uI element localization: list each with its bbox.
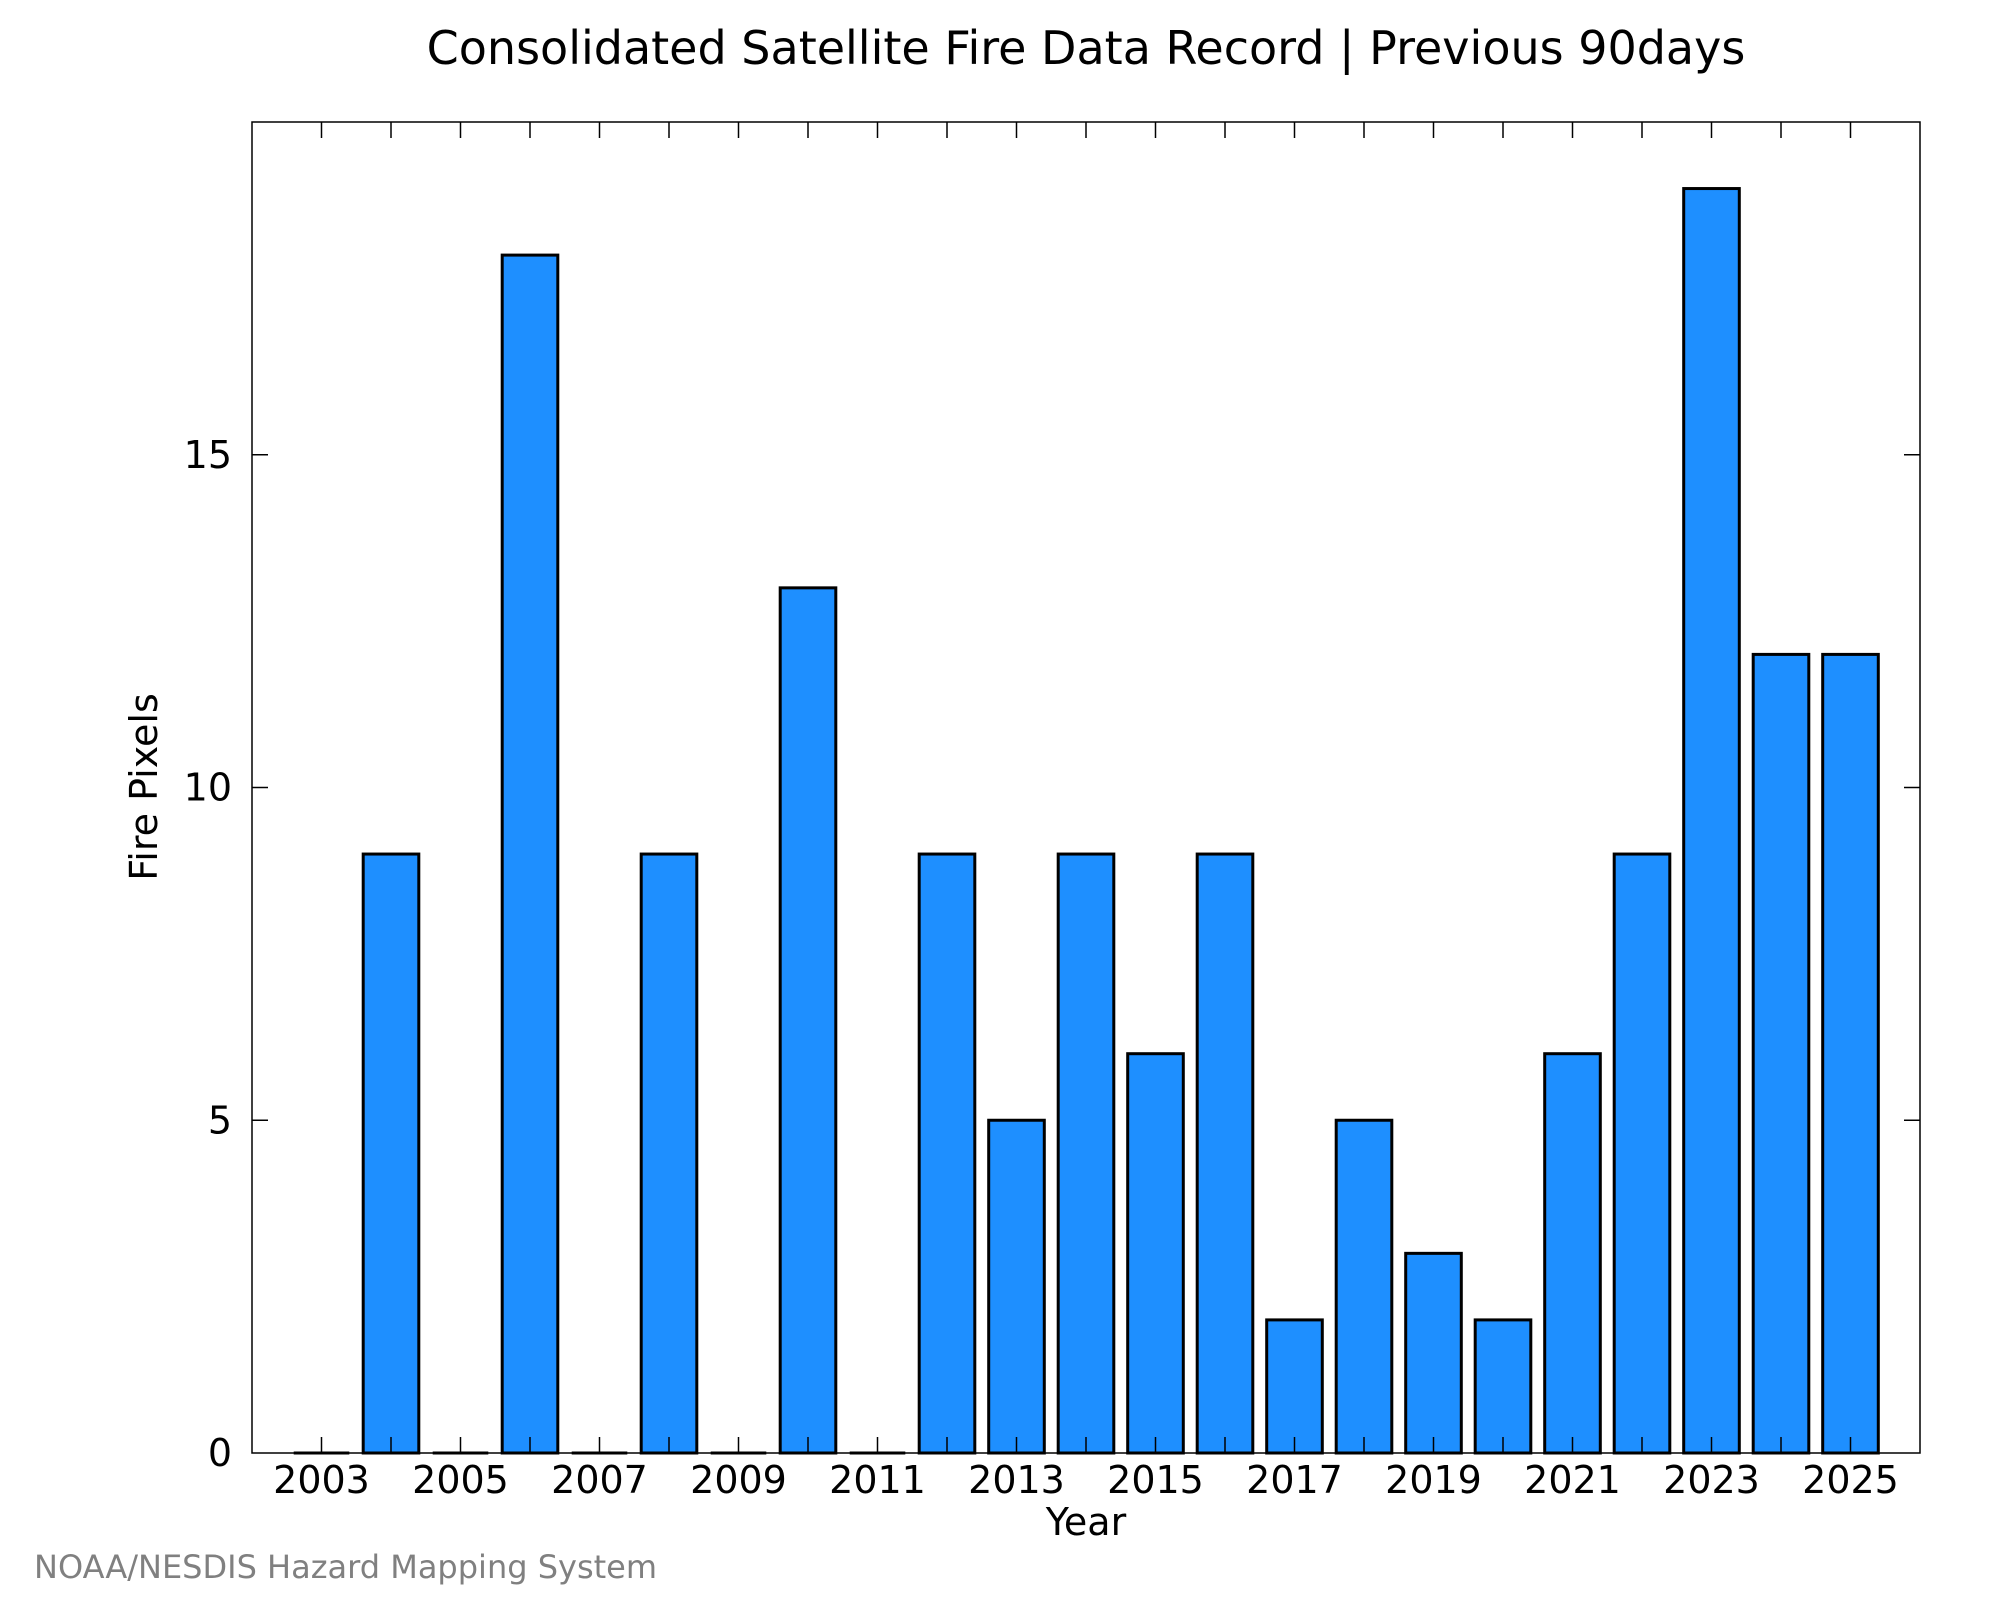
bar-2019 (1404, 1251, 1463, 1455)
bar-2012 (917, 852, 977, 1455)
bar-2008 (639, 852, 699, 1455)
x-tick-label-2011: 2011 (829, 1458, 926, 1502)
bar-2006 (500, 253, 560, 1455)
y-tick-label-15: 15 (184, 433, 232, 477)
bar-2004 (361, 852, 421, 1455)
bar-2018 (1334, 1118, 1394, 1455)
bar-2023 (1682, 187, 1741, 1455)
x-tick-label-2009: 2009 (690, 1458, 787, 1502)
axis-ticks (252, 122, 1920, 1453)
bar-2020 (1473, 1318, 1533, 1455)
bar-2017 (1265, 1318, 1324, 1455)
chart-title: Consolidated Satellite Fire Data Record … (427, 21, 1746, 76)
x-tick-label-2007: 2007 (551, 1458, 648, 1502)
bar-2016 (1195, 852, 1255, 1455)
bar-series (293, 187, 1880, 1455)
bar-2010 (778, 586, 838, 1455)
x-axis-tick-labels: 2003 2005 2007 2009 2011 2013 2015 2017 2019 2021… (273, 1458, 1899, 1502)
y-tick-label-10: 10 (184, 766, 232, 810)
y-axis-label: Fire Pixels (122, 693, 166, 881)
credit-text: NOAA/NESDIS Hazard Mapping System (34, 1548, 657, 1586)
x-axis-label: Year (1045, 1500, 1127, 1544)
x-tick-label-2015: 2015 (1107, 1458, 1204, 1502)
x-tick-label-2017: 2017 (1246, 1458, 1343, 1502)
x-tick-label-2013: 2013 (968, 1458, 1065, 1502)
y-tick-label-0: 0 (208, 1431, 232, 1475)
bar-2014 (1056, 852, 1116, 1455)
plot-area-frame (251, 121, 1921, 1454)
bar-2022 (1612, 852, 1672, 1455)
y-tick-label-5: 5 (208, 1098, 232, 1142)
bar-2021 (1543, 1052, 1602, 1455)
x-tick-label-2025: 2025 (1802, 1458, 1899, 1502)
x-tick-label-2021: 2021 (1524, 1458, 1621, 1502)
x-tick-label-2023: 2023 (1663, 1458, 1760, 1502)
bar-2015 (1126, 1052, 1185, 1455)
x-tick-label-2005: 2005 (412, 1458, 509, 1502)
x-tick-label-2019: 2019 (1385, 1458, 1482, 1502)
bar-2024 (1751, 652, 1811, 1455)
x-tick-label-2003: 2003 (273, 1458, 370, 1502)
y-axis-tick-labels: 0 5 10 15 (184, 433, 232, 1475)
bar-2013 (987, 1118, 1046, 1455)
bar-2025 (1821, 652, 1880, 1455)
